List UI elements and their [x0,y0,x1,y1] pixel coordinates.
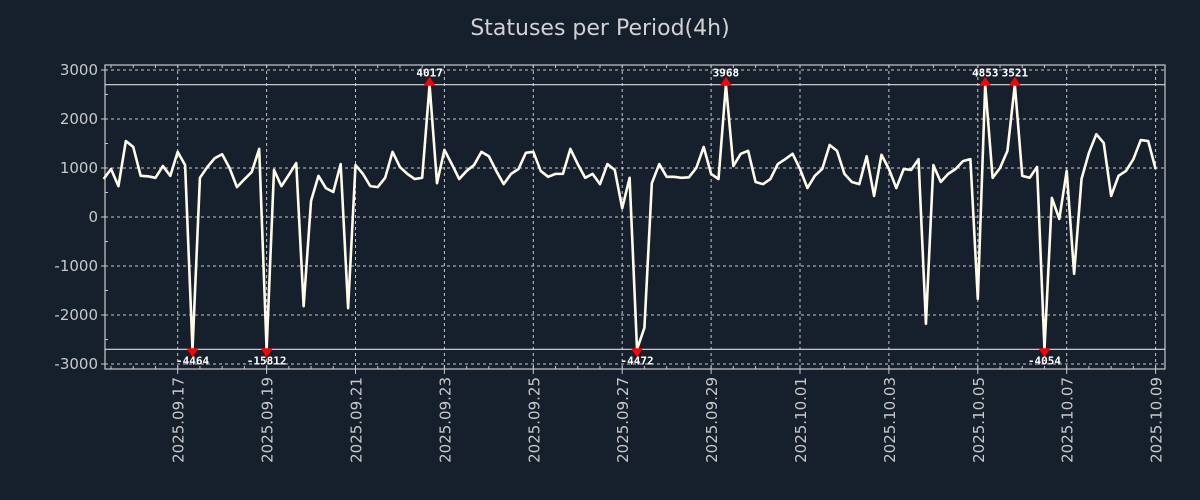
plot-frame [104,64,1166,370]
series-line [102,83,1157,351]
clipped-value-label: -4054 [1028,354,1061,367]
y-tick-label: 0 [88,208,98,226]
clipped-value-label: -15812 [247,354,287,367]
x-tick-label: 2025.09.19 [259,377,277,463]
clipped-value-label: 4853 [972,67,999,80]
x-tick-label: 2025.10.07 [1059,377,1077,463]
clipped-value-label: -4464 [176,354,209,367]
y-tick-label: -3000 [54,355,98,373]
x-tick-label: 2025.09.23 [436,377,454,463]
y-tick-label: 3000 [60,61,98,79]
x-tick-label: 2025.10.03 [881,377,899,463]
clipped-value-label: 3521 [1002,67,1029,80]
x-tick-label: 2025.09.27 [614,377,632,463]
x-tick-label: 2025.10.05 [970,377,988,463]
clipped-value-label: 3968 [713,67,740,80]
clipped-value-label: -4472 [620,354,653,367]
clip-marker-up [979,76,992,86]
y-tick-label: 1000 [60,159,98,177]
clip-marker-down [260,348,273,358]
clip-marker-down [1038,348,1051,358]
clip-marker-up [423,76,436,86]
clipped-value-label: 4017 [416,67,443,80]
x-tick-label: 2025.10.01 [792,377,810,463]
y-tick-label: 2000 [60,110,98,128]
clip-marker-down [631,348,644,358]
clip-marker-up [1008,76,1021,86]
x-tick-label: 2025.09.17 [170,377,188,463]
clip-marker-up [719,76,732,86]
x-tick-label: 2025.10.09 [1148,377,1166,463]
y-tick-label: -1000 [54,257,98,275]
x-tick-label: 2025.09.25 [525,377,543,463]
clip-marker-down [186,348,199,358]
x-tick-label: 2025.09.29 [703,377,721,463]
x-tick-label: 2025.09.21 [348,377,366,463]
y-tick-label: -2000 [54,306,98,324]
chart-title: Statuses per Period(4h) [470,16,730,41]
